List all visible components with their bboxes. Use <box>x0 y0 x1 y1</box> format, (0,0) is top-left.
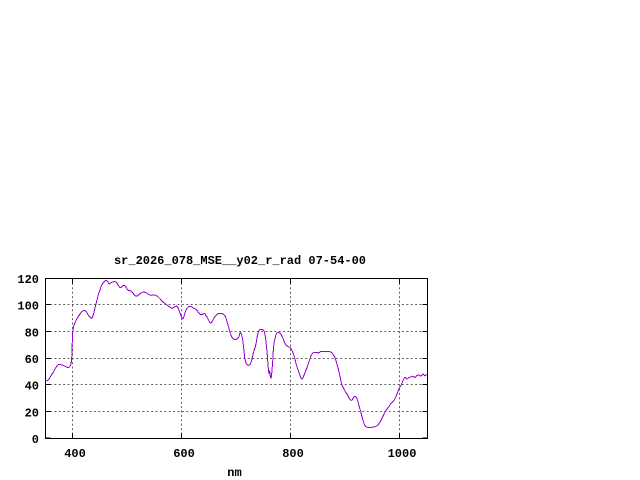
svg-text:120: 120 <box>17 273 39 287</box>
svg-text:20: 20 <box>25 406 39 420</box>
svg-text:sr_2026_078_MSE__y02_r_rad 07-: sr_2026_078_MSE__y02_r_rad 07-54-00 <box>114 254 366 268</box>
svg-text:1000: 1000 <box>388 447 417 461</box>
svg-text:nm: nm <box>227 466 241 480</box>
svg-text:800: 800 <box>282 447 304 461</box>
svg-text:600: 600 <box>173 447 195 461</box>
svg-text:80: 80 <box>25 326 39 340</box>
svg-text:0: 0 <box>32 433 39 447</box>
svg-text:400: 400 <box>64 447 86 461</box>
svg-text:40: 40 <box>25 380 39 394</box>
svg-text:60: 60 <box>25 353 39 367</box>
svg-text:100: 100 <box>17 300 39 314</box>
